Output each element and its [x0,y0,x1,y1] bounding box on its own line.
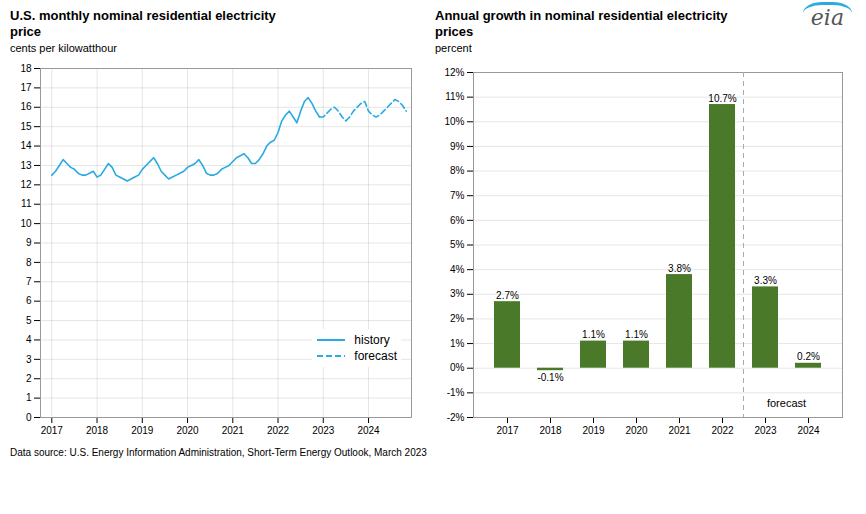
svg-text:16: 16 [20,101,32,112]
svg-text:2018: 2018 [539,425,562,436]
svg-text:5%: 5% [450,239,465,250]
html-text:Annual growth in nominal resid: Annual growth in nominal residential ele… [435,8,728,39]
svg-text:8: 8 [26,257,32,268]
svg-text:-1%: -1% [447,387,465,398]
svg-text:2019: 2019 [582,425,605,436]
svg-text:17: 17 [20,82,32,93]
svg-text:7%: 7% [450,190,465,201]
html-text:percent: percent [435,42,472,54]
html-text:U.S. monthly nominal residenti: U.S. monthly nominal residential electri… [10,8,276,39]
svg-text:4: 4 [26,334,32,345]
svg-text:0: 0 [26,412,32,423]
svg-text:2023: 2023 [312,425,335,436]
svg-text:15: 15 [20,121,32,132]
svg-text:2024: 2024 [797,425,820,436]
svg-text:2022: 2022 [711,425,734,436]
svg-text:2021: 2021 [222,425,245,436]
svg-text:13: 13 [20,160,32,171]
svg-text:10.7%: 10.7% [708,93,736,104]
svg-text:2020: 2020 [176,425,199,436]
svg-text:2023: 2023 [754,425,777,436]
svg-text:4%: 4% [450,264,465,275]
svg-text:2017: 2017 [41,425,64,436]
svg-text:14: 14 [20,140,32,151]
svg-text:0%: 0% [450,362,465,373]
svg-text:10%: 10% [444,116,464,127]
svg-text:8%: 8% [450,165,465,176]
svg-text:2022: 2022 [267,425,290,436]
svg-text:7: 7 [26,276,32,287]
svg-text:-0.1%: -0.1% [537,372,563,383]
svg-text:2: 2 [26,373,32,384]
svg-text:2017: 2017 [496,425,519,436]
html-text:eia: eia [810,5,844,30]
svg-text:3.8%: 3.8% [668,263,691,274]
svg-text:1%: 1% [450,338,465,349]
svg-text:2018: 2018 [86,425,109,436]
svg-text:3%: 3% [450,288,465,299]
svg-text:5: 5 [26,315,32,326]
svg-text:-2%: -2% [447,412,465,423]
svg-text:1.1%: 1.1% [625,329,648,340]
svg-text:11%: 11% [445,91,464,102]
svg-text:3.3%: 3.3% [754,275,777,286]
svg-text:0.2%: 0.2% [797,351,820,362]
svg-text:2020: 2020 [625,425,648,436]
svg-text:2%: 2% [450,313,465,324]
svg-text:2021: 2021 [668,425,691,436]
svg-text:9%: 9% [450,141,465,152]
svg-text:forecast: forecast [767,397,806,409]
svg-text:10: 10 [20,218,32,229]
svg-text:2019: 2019 [131,425,154,436]
svg-text:1: 1 [26,392,32,403]
svg-text:6%: 6% [450,215,465,226]
svg-text:6: 6 [26,295,32,306]
svg-text:11: 11 [21,198,32,209]
html-text:history: history [354,333,390,347]
svg-text:2.7%: 2.7% [496,290,519,301]
svg-text:18: 18 [20,63,32,74]
svg-text:12%: 12% [444,67,464,78]
html-text:Data source: U.S. Energy Infor: Data source: U.S. Energy Information Adm… [10,447,427,458]
svg-text:1.1%: 1.1% [582,329,605,340]
svg-text:12: 12 [20,179,32,190]
html-text:cents per kilowatthour: cents per kilowatthour [10,42,117,54]
svg-text:9: 9 [26,237,32,248]
html-text:forecast: forecast [354,349,397,363]
svg-text:2024: 2024 [357,425,380,436]
svg-text:3: 3 [26,354,32,365]
